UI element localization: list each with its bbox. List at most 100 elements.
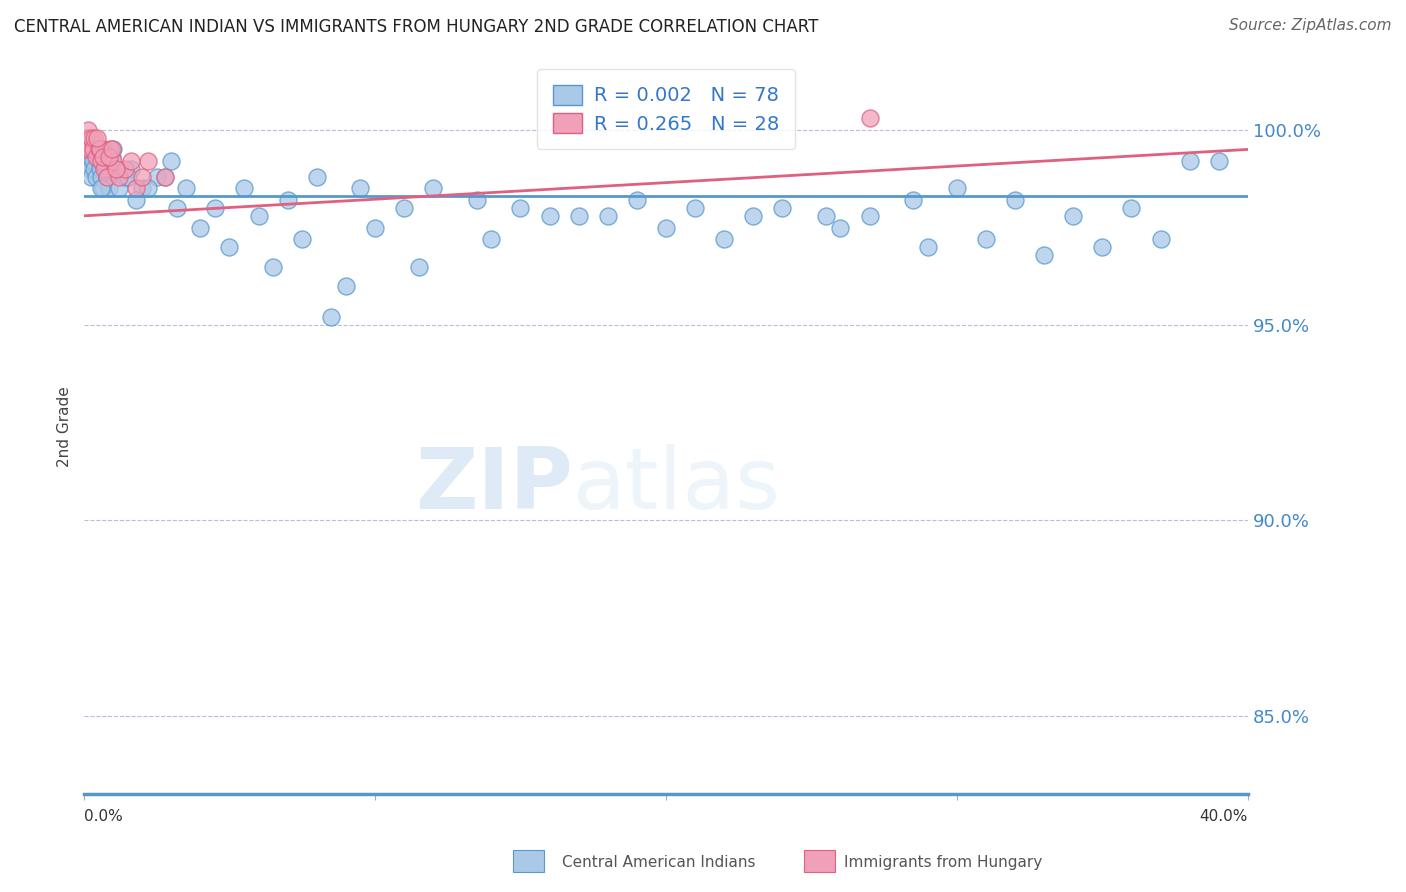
Point — [93, 143, 115, 157]
Point — [136, 181, 159, 195]
Text: Immigrants from Hungary: Immigrants from Hungary — [844, 855, 1042, 870]
Point — [89, 161, 111, 176]
Point — [114, 169, 136, 184]
Point — [79, 143, 101, 157]
Point — [101, 154, 124, 169]
Point — [100, 150, 122, 164]
Point — [131, 169, 153, 184]
Point — [538, 209, 561, 223]
Point — [683, 201, 706, 215]
Point — [89, 143, 111, 157]
Point — [87, 143, 110, 157]
Point — [87, 154, 110, 169]
Point — [465, 193, 488, 207]
Point — [93, 154, 115, 169]
Text: 0.0%: 0.0% — [84, 809, 122, 824]
Point — [190, 220, 212, 235]
Point — [125, 181, 148, 195]
Point — [1178, 154, 1201, 169]
Point — [120, 154, 142, 169]
Point — [946, 181, 969, 195]
Point — [155, 169, 177, 184]
Point — [96, 169, 118, 184]
Point — [93, 161, 115, 176]
Point — [83, 161, 105, 176]
Point — [82, 143, 104, 157]
Point — [321, 310, 343, 325]
Point — [83, 130, 105, 145]
Point — [291, 232, 314, 246]
Point — [155, 169, 177, 184]
Point — [770, 201, 793, 215]
Point — [1091, 240, 1114, 254]
Point — [80, 130, 103, 145]
Point — [108, 169, 131, 184]
Point — [742, 209, 765, 223]
Point — [76, 143, 98, 157]
Point — [75, 154, 97, 169]
Point — [713, 232, 735, 246]
Point — [79, 161, 101, 176]
Point — [94, 161, 117, 176]
Legend: R = 0.002   N = 78, R = 0.265   N = 28: R = 0.002 N = 78, R = 0.265 N = 28 — [537, 70, 794, 149]
Point — [408, 260, 430, 274]
Point — [136, 154, 159, 169]
Point — [98, 161, 121, 176]
Point — [903, 193, 925, 207]
Point — [974, 232, 997, 246]
Point — [90, 154, 112, 169]
Point — [509, 201, 531, 215]
Point — [131, 181, 153, 195]
Point — [596, 209, 619, 223]
Point — [1121, 201, 1143, 215]
Point — [479, 232, 502, 246]
Point — [120, 161, 142, 176]
Point — [247, 209, 270, 223]
Point — [104, 161, 127, 176]
Y-axis label: 2nd Grade: 2nd Grade — [58, 386, 72, 467]
Point — [101, 143, 124, 157]
Point — [858, 209, 880, 223]
Point — [233, 181, 256, 195]
Point — [305, 169, 328, 184]
Point — [100, 143, 122, 157]
Point — [86, 143, 108, 157]
Point — [858, 111, 880, 125]
Point — [422, 181, 444, 195]
Point — [1062, 209, 1084, 223]
Text: Source: ZipAtlas.com: Source: ZipAtlas.com — [1229, 18, 1392, 33]
Bar — [513, 850, 544, 872]
Point — [84, 169, 107, 184]
Point — [830, 220, 852, 235]
Point — [218, 240, 240, 254]
Point — [160, 154, 183, 169]
Point — [104, 161, 127, 176]
Point — [174, 181, 197, 195]
Bar — [804, 850, 835, 872]
Point — [1208, 154, 1230, 169]
Point — [1149, 232, 1171, 246]
Point — [91, 150, 114, 164]
Point — [97, 181, 120, 195]
Point — [98, 143, 121, 157]
Point — [626, 193, 648, 207]
Point — [568, 209, 591, 223]
Point — [166, 201, 188, 215]
Point — [97, 150, 120, 164]
Point — [125, 193, 148, 207]
Point — [335, 279, 357, 293]
Point — [145, 169, 167, 184]
Point — [108, 181, 131, 195]
Point — [349, 181, 371, 195]
Point — [84, 150, 107, 164]
Point — [91, 181, 114, 195]
Point — [76, 130, 98, 145]
Point — [90, 181, 112, 195]
Point — [917, 240, 939, 254]
Point — [117, 169, 139, 184]
Point — [75, 143, 97, 157]
Point — [90, 169, 112, 184]
Point — [80, 169, 103, 184]
Text: Central American Indians: Central American Indians — [562, 855, 756, 870]
Point — [277, 193, 299, 207]
